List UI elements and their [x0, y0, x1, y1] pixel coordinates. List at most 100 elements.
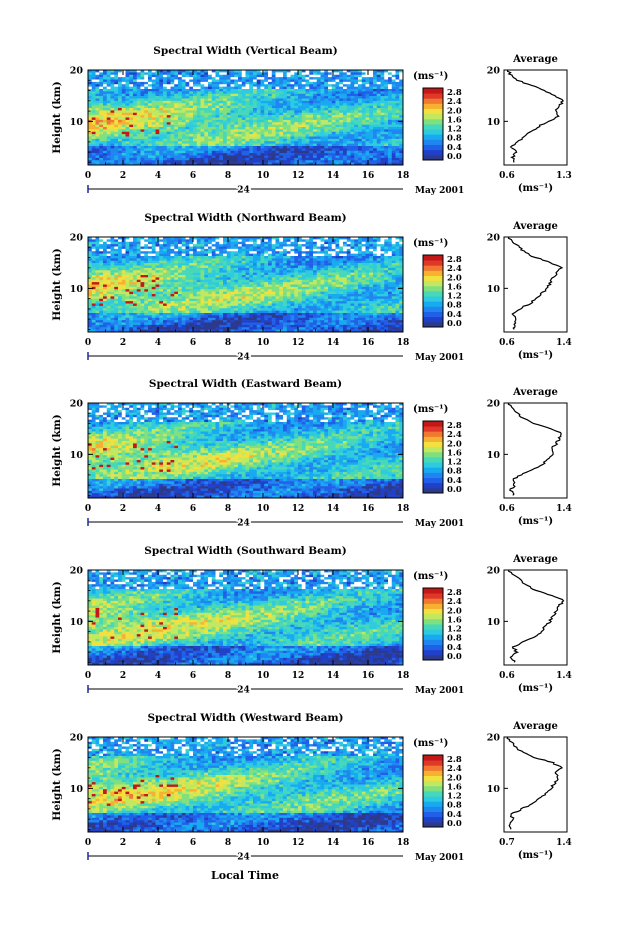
colorbar-tick-label: 1.6	[447, 448, 462, 458]
date-marker: 24	[237, 686, 250, 696]
x-tick-label: 10	[257, 504, 270, 514]
colorbar-frame	[422, 420, 444, 494]
average-y-tick-label: 10	[487, 784, 501, 795]
colorbar-tick-label: 2.4	[447, 430, 462, 440]
panel-title: Spectral Width (Eastward Beam)	[149, 378, 342, 390]
colorbar-segment	[423, 811, 443, 818]
colorbar-tick-label: 1.2	[447, 458, 462, 468]
colorbar-segment	[423, 321, 443, 328]
colorbar-segment	[423, 306, 443, 312]
average-x-tick-label: 1.4	[556, 338, 572, 348]
x-tick-label: 14	[327, 838, 340, 848]
x-tick-label: 6	[190, 504, 196, 514]
average-title: Average	[512, 387, 558, 398]
colorbar-tick-label: 1.6	[447, 115, 462, 125]
colorbar-segment	[423, 639, 443, 645]
panel-4: Spectral Width (Southward Beam)2010Heigh…	[51, 545, 572, 697]
x-tick-label: 8	[225, 671, 231, 681]
panel-title: Spectral Width (Vertical Beam)	[153, 45, 337, 57]
spectral-width-heatmap	[88, 70, 403, 165]
colorbar-segment	[423, 796, 443, 802]
average-y-tick-label: 10	[487, 617, 501, 628]
date-marker: 24	[237, 853, 250, 863]
colorbar-segment	[423, 629, 443, 635]
colorbar-segment	[423, 472, 443, 478]
x-tick-label: 10	[257, 838, 270, 848]
colorbar-tick-label: 0.4	[447, 143, 462, 153]
colorbar-segment	[423, 280, 443, 287]
colorbar-segment	[423, 285, 443, 292]
y-tick-label: 10	[70, 617, 84, 628]
colorbar-unit: (ms⁻¹)	[413, 571, 448, 582]
y-tick-label: 20	[70, 566, 84, 577]
colorbar-tick-label: 0.0	[447, 319, 462, 329]
colorbar-segment	[423, 806, 443, 812]
x-tick-label: 2	[120, 838, 126, 848]
colorbar-segment	[423, 755, 443, 761]
colorbar-tick-label: 0.8	[447, 634, 462, 644]
x-tick-label: 6	[190, 338, 196, 348]
y-tick-label: 20	[70, 233, 84, 244]
y-tick-label: 10	[70, 117, 84, 128]
colorbar-tick-label: 2.0	[447, 106, 462, 116]
colorbar-segment	[423, 301, 443, 307]
colorbar-segment	[423, 598, 443, 604]
average-y-tick-label: 10	[487, 117, 501, 128]
colorbar-tick-label: 1.2	[447, 792, 462, 802]
colorbar-segment	[423, 618, 443, 625]
average-x-tick-label: 0.6	[499, 504, 515, 514]
x-tick-label: 8	[225, 838, 231, 848]
x-tick-label: 6	[190, 838, 196, 848]
colorbar-tick-label: 0.8	[447, 134, 462, 144]
colorbar-tick-label: 1.2	[447, 125, 462, 135]
colorbar-segment	[423, 149, 443, 156]
average-x-tick-label: 1.3	[556, 171, 572, 181]
x-tick-label: 0	[85, 838, 91, 848]
x-tick-label: 18	[397, 338, 410, 348]
colorbar-segment	[423, 316, 443, 323]
colorbar-unit: (ms⁻¹)	[413, 738, 448, 749]
average-profile-line	[507, 402, 562, 496]
colorbar-segment	[423, 446, 443, 453]
colorbar-tick-label: 0.8	[447, 301, 462, 311]
average-y-tick-label: 10	[487, 284, 501, 295]
x-tick-label: 12	[292, 671, 305, 681]
average-profile-line	[508, 570, 565, 663]
colorbar-segment	[423, 775, 443, 782]
x-tick-label: 12	[292, 838, 305, 848]
colorbar-tick-label: 0.4	[447, 310, 462, 320]
colorbar-unit: (ms⁻¹)	[413, 404, 448, 415]
colorbar-tick-label: 0.0	[447, 152, 462, 162]
x-tick-label: 4	[155, 171, 161, 181]
x-tick-label: 2	[120, 171, 126, 181]
colorbar-segment	[423, 124, 443, 130]
average-y-tick-label: 10	[487, 450, 501, 461]
colorbar-tick-label: 2.0	[447, 273, 462, 283]
date-marker: 24	[237, 353, 250, 363]
y-axis-label: Height (km)	[51, 81, 63, 153]
x-tick-label: 6	[190, 171, 196, 181]
average-x-label: (ms⁻¹)	[518, 516, 553, 527]
average-x-tick-label: 0.6	[499, 338, 515, 348]
x-tick-label: 16	[362, 338, 375, 348]
spectral-width-heatmap	[88, 737, 403, 832]
average-y-tick-label: 20	[487, 566, 501, 577]
colorbar-segment	[423, 462, 443, 468]
colorbar-segment	[423, 770, 443, 776]
x-tick-label: 18	[397, 504, 410, 514]
colorbar-segment	[423, 270, 443, 276]
y-axis-label: Height (km)	[51, 581, 63, 653]
colorbar-tick-label: 2.8	[447, 255, 462, 265]
x-tick-label: 10	[257, 171, 270, 181]
average-title: Average	[512, 54, 558, 65]
colorbar-tick-label: 2.4	[447, 597, 462, 607]
y-tick-label: 20	[70, 733, 84, 744]
y-axis-label: Height (km)	[51, 748, 63, 820]
colorbar-tick-label: 0.8	[447, 467, 462, 477]
x-tick-label: 0	[85, 338, 91, 348]
colorbar-tick-label: 0.0	[447, 485, 462, 495]
panel-1: Spectral Width (Vertical Beam)2010Height…	[51, 45, 572, 197]
colorbar-tick-label: 2.0	[447, 439, 462, 449]
colorbar-segment	[423, 311, 443, 318]
